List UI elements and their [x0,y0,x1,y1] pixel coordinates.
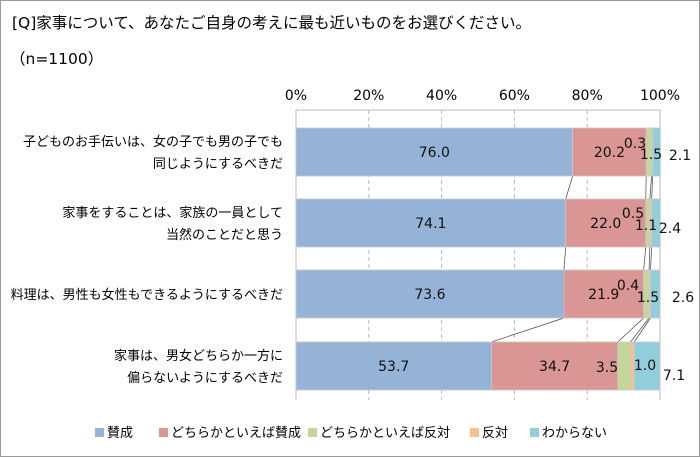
category-label: 家事は、男女どちらか一方に [114,348,283,364]
bar-segment [295,341,492,391]
x-tick-label: 20% [353,88,384,104]
legend-item: 賛成 [95,426,133,441]
legend-swatch [530,428,539,437]
x-tick-label: 0% [285,88,307,104]
series-connector-line [650,246,652,271]
series-connector-line [643,246,647,271]
legend-item: どちらかといえば賛成 [159,426,301,441]
bar-segment [617,341,631,391]
data-label: 3.5 [596,360,618,376]
x-tick-label: 60% [499,88,530,104]
category-label: 当然のことだと思う [166,227,283,243]
legend-label: どちらかといえば賛成 [171,426,301,441]
legend-swatch [470,428,479,437]
data-label: 21.9 [588,287,619,303]
series-connector-line [565,175,573,200]
category-label: 同じようにするべきだ [153,157,283,172]
bar-segment [633,341,661,391]
legend-label: 反対 [482,426,508,441]
data-label: 74.1 [415,216,446,232]
legend-swatch [95,428,104,437]
legend-item: どちらかといえば反対 [308,426,450,441]
data-label: 2.6 [672,290,694,306]
bar-segment [652,127,661,177]
category-label: 家事をすることは、家族の一員として [62,205,283,221]
data-label: 0.3 [624,136,646,152]
bar-segment [651,198,661,248]
series-connector-line [651,175,654,200]
chart-title: [Q]家事について、あなたご自身の考えに最も近いものをお選びください。 [12,14,531,32]
bar-segment [565,198,647,248]
series-connector-line [630,317,650,343]
data-label: 2.4 [659,221,681,237]
data-label: 1.5 [640,147,662,163]
series-connector-line [649,175,652,200]
category-label: 料理は、男性も女性もできるようにするべきだ [11,287,283,303]
data-label: 1.0 [634,358,656,374]
legend-swatch [159,428,168,437]
data-label: 34.7 [539,359,570,375]
data-label: 53.7 [378,359,409,375]
x-tick-label: 100% [640,88,680,104]
data-label: 20.2 [594,145,625,161]
bar-segment [295,127,574,177]
series-connector-line [491,317,565,343]
legend-label: わからない [542,426,607,441]
data-label: 22.0 [590,216,621,232]
legend-swatch [308,428,317,437]
bar-segment [491,341,619,391]
data-label: 7.1 [663,368,685,384]
data-label: 0.4 [617,278,639,294]
legend-item: わからない [530,426,607,441]
series-connector-line [617,317,644,343]
category-label: 偏らないようにするべきだ [127,371,283,386]
chart-subtitle: （n=1100） [10,50,103,68]
data-label: 73.6 [414,287,445,303]
legend-label: どちらかといえば反対 [320,426,450,441]
x-tick-label: 80% [572,88,603,104]
data-label: 0.5 [622,206,644,222]
bar-segment [650,269,661,319]
data-label: 2.1 [669,148,691,164]
bar-segment [572,127,647,177]
series-connector-line [648,246,651,271]
legend-item: 反対 [470,426,508,441]
data-label: 1.5 [637,290,659,306]
bar-segment [563,269,645,319]
data-label: 1.1 [635,218,657,234]
category-label: 子どものお手伝いは、女の子でも男の子でも [23,134,283,150]
bar-segment [295,198,567,248]
x-tick-label: 40% [426,88,457,104]
legend-label: 賛成 [107,426,133,441]
data-label: 76.0 [419,145,450,161]
series-connector-line [563,246,567,271]
series-connector-line [633,317,651,343]
